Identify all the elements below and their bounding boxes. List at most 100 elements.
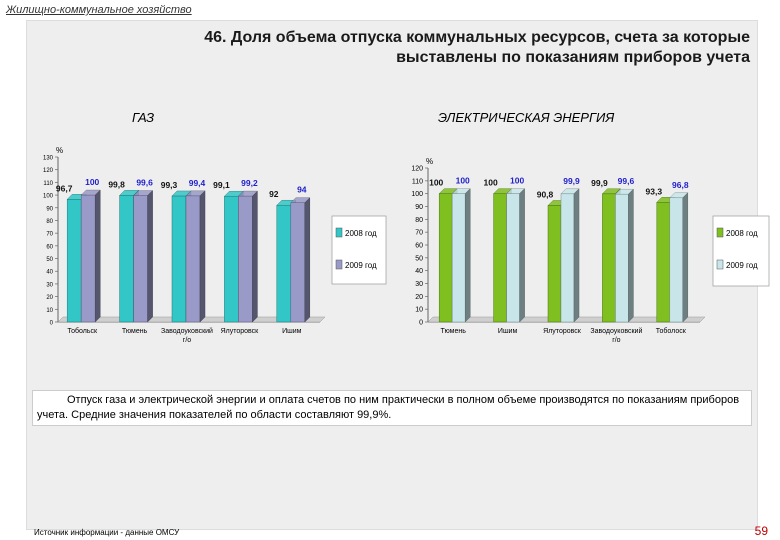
y-tick-label: 100 [411, 191, 423, 198]
y-tick-label: 70 [46, 232, 53, 238]
data-label: 94 [297, 185, 307, 195]
bar [656, 202, 671, 323]
y-tick-label: 50 [46, 257, 53, 263]
bar [547, 205, 562, 323]
y-tick-label: 110 [412, 178, 423, 185]
y-tick-label: 130 [43, 156, 54, 162]
legend-box [331, 215, 387, 285]
bar [493, 193, 507, 323]
y-tick-label: 0 [419, 320, 423, 327]
y-tick-label: 10 [46, 308, 53, 314]
data-label: 99,8 [108, 179, 125, 189]
y-axis-unit: % [56, 146, 63, 155]
y-tick-label: 120 [411, 166, 423, 173]
x-tick-label: Тюмень [122, 328, 148, 335]
y-tick-label: 90 [46, 206, 53, 212]
y-tick-label: 80 [415, 217, 423, 224]
x-tick-label: Тобольск [67, 327, 98, 335]
x-tick-label: Ишим [282, 328, 302, 335]
bar-side [304, 197, 311, 323]
legend-swatch [335, 259, 343, 270]
source-note: Источник информации - данные ОМСУ [34, 528, 180, 537]
y-tick-label: 50 [415, 255, 423, 262]
x-tick-label: Ялуторовск [543, 328, 582, 335]
data-label: 99,1 [213, 180, 230, 190]
page-number: 59 [754, 524, 768, 538]
y-tick-label: 40 [46, 270, 53, 276]
bar-side [628, 188, 634, 323]
bar [506, 193, 520, 323]
legend-label: 2008 год [345, 229, 377, 238]
bar [290, 202, 306, 323]
y-tick-label: 110 [43, 181, 53, 187]
summary-note: Отпуск газа и электрической энергии и оп… [32, 390, 752, 426]
bar [451, 193, 466, 323]
y-tick-label: 40 [415, 268, 423, 275]
bar [80, 194, 96, 323]
bar [602, 193, 616, 323]
y-tick-label: 30 [46, 282, 53, 288]
y-tick-label: 120 [43, 168, 54, 174]
y-tick-label: 90 [415, 204, 423, 211]
y-tick-label: 80 [46, 219, 53, 225]
bar [133, 195, 148, 323]
data-label: 100 [510, 176, 524, 186]
bar [185, 195, 201, 323]
bar [66, 199, 82, 323]
bar-side [94, 189, 101, 323]
legend-swatch [335, 227, 343, 238]
data-label: 99,9 [591, 178, 608, 188]
data-label: 96,8 [672, 180, 689, 190]
bar-side [252, 190, 258, 323]
bar-side [682, 192, 689, 323]
x-tick-label: Тоболоск [656, 327, 687, 335]
y-axis-unit: % [426, 157, 433, 166]
x-tick-label: Заводоуковский [161, 327, 213, 335]
legend-swatch [716, 227, 724, 238]
bar [560, 193, 575, 323]
bar [276, 204, 292, 323]
y-tick-label: 60 [46, 244, 53, 250]
bar [224, 195, 239, 323]
bar [615, 193, 629, 323]
x-tick-label-suffix: г/о [612, 337, 620, 344]
data-label: 100 [484, 178, 498, 188]
title-line-2: выставлены по показаниям приборов учета [396, 49, 750, 66]
data-label: 92 [269, 189, 279, 199]
legend-label: 2009 год [726, 261, 758, 270]
legend-swatch [716, 259, 724, 270]
y-tick-label: 10 [415, 307, 423, 314]
bar-side [199, 190, 206, 323]
y-tick-label: 30 [415, 281, 423, 288]
data-label: 100 [429, 178, 443, 188]
legend-box [712, 215, 770, 287]
page-title: 46. Доля объема отпуска коммунальных рес… [120, 28, 750, 68]
data-label: 99,6 [618, 176, 635, 186]
data-label: 99,9 [563, 176, 580, 186]
electricity-chart-title: ЭЛЕКТРИЧЕСКАЯ ЭНЕРГИЯ [438, 110, 615, 125]
y-tick-label: 20 [46, 295, 53, 301]
bar [669, 197, 684, 323]
bar [238, 195, 253, 323]
y-tick-label: 60 [415, 243, 423, 250]
title-line-1: 46. Доля объема отпуска коммунальных рес… [204, 29, 750, 46]
bar [438, 193, 453, 323]
y-tick-label: 20 [415, 294, 423, 301]
bar-side [464, 188, 471, 323]
x-tick-label: Ялуторовск [221, 328, 260, 335]
bar-side [519, 188, 525, 323]
y-tick-label: 100 [43, 194, 54, 200]
y-tick-label: 70 [415, 230, 423, 237]
x-tick-label: Тюмень [441, 328, 467, 335]
data-label: 96,7 [56, 183, 73, 193]
bar [119, 195, 134, 323]
data-label: 99,3 [161, 180, 178, 190]
data-label: 99,4 [189, 178, 206, 188]
data-label: 99,2 [241, 178, 258, 188]
bar-side [147, 189, 153, 323]
legend-label: 2008 год [726, 229, 758, 238]
gas-chart-title: ГАЗ [132, 110, 155, 125]
bar [171, 195, 187, 323]
y-tick-label: 0 [50, 321, 54, 327]
